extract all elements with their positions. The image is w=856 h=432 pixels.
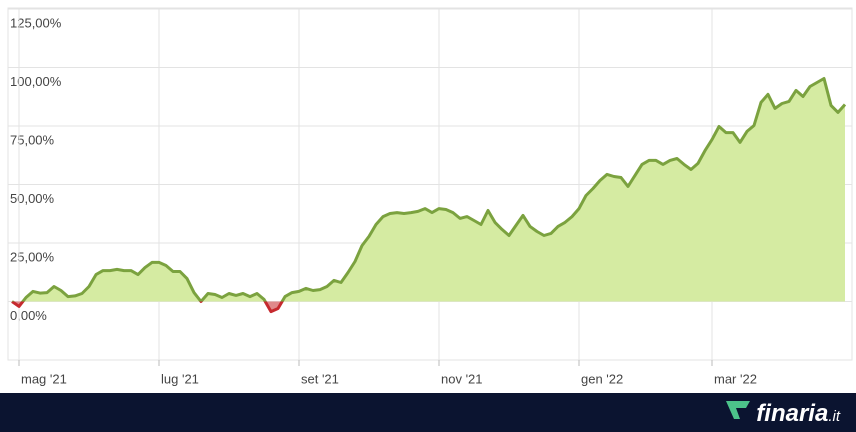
- y-tick-label: 0,00%: [10, 308, 47, 323]
- area: [12, 78, 845, 302]
- y-tick-label: 125,00%: [10, 15, 62, 30]
- y-tick-label: 100,00%: [10, 74, 62, 89]
- y-tick-label: 50,00%: [10, 191, 55, 206]
- x-tick-label: nov '21: [441, 371, 483, 386]
- logo: finaria .it: [726, 399, 840, 428]
- y-tick-label: 75,00%: [10, 132, 55, 147]
- brand-suffix: .it: [828, 408, 840, 425]
- brand: finaria: [756, 400, 829, 427]
- y-tick-label: 25,00%: [10, 249, 55, 264]
- chart: 0,00% 25,00% 50,00% 75,00% 100,00% 125,00% mag…: [7, 7, 853, 386]
- logo-icon: [726, 401, 751, 419]
- x-tick-label: set '21: [301, 371, 339, 386]
- x-tick-label: lug '21: [161, 371, 199, 386]
- x-tick-label: mar '22: [714, 371, 757, 386]
- footer: finaria .it: [0, 393, 856, 432]
- x-tick-label: gen '22: [581, 371, 623, 386]
- line: [12, 77, 847, 302]
- x-tick-label: mag '21: [21, 371, 67, 386]
